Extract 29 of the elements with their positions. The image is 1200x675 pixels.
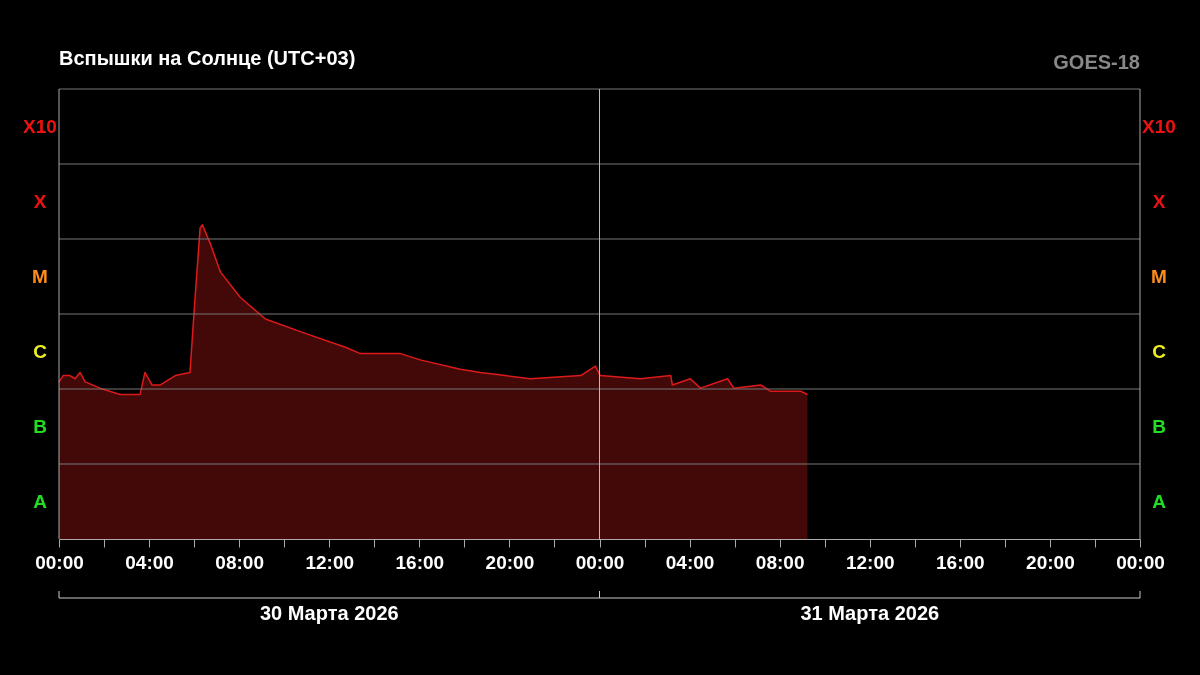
text: X10 [23, 115, 57, 137]
text: M [32, 265, 48, 287]
x-tick-label: 08:00 [755, 551, 805, 573]
x-tick-label: 12:00 [845, 551, 895, 573]
x-tick-label: 12:00 [305, 551, 355, 573]
text: 31 Марта 2026 [800, 602, 940, 624]
text: GOES-18 [1053, 51, 1140, 73]
x-tick-label: 16:00 [395, 551, 445, 573]
x-tick-label: 08:00 [215, 551, 264, 573]
x-tick-label: 04:00 [665, 551, 715, 573]
text: M [1151, 265, 1167, 287]
text: A [33, 490, 47, 512]
x-tick-label: 00:00 [35, 551, 84, 573]
text: C [1152, 340, 1167, 362]
text: C [33, 340, 47, 362]
x-tick-label: 20:00 [485, 551, 535, 573]
x-tick-label: 00:00 [1116, 551, 1165, 573]
text: X [1152, 190, 1166, 212]
x-tick-label: 00:00 [575, 551, 625, 573]
chart-title: Вспышки на Солнце (UTC+03) [59, 47, 356, 69]
x-tick-label: 16:00 [936, 551, 985, 573]
text: B [33, 415, 47, 437]
text: A [1152, 490, 1167, 512]
text: 30 Марта 2026 [259, 602, 399, 624]
x-tick-label: 20:00 [1026, 551, 1075, 573]
text: B [1152, 415, 1166, 437]
text: X [33, 190, 47, 212]
text: X10 [1142, 115, 1176, 137]
x-tick-label: 04:00 [125, 551, 174, 573]
